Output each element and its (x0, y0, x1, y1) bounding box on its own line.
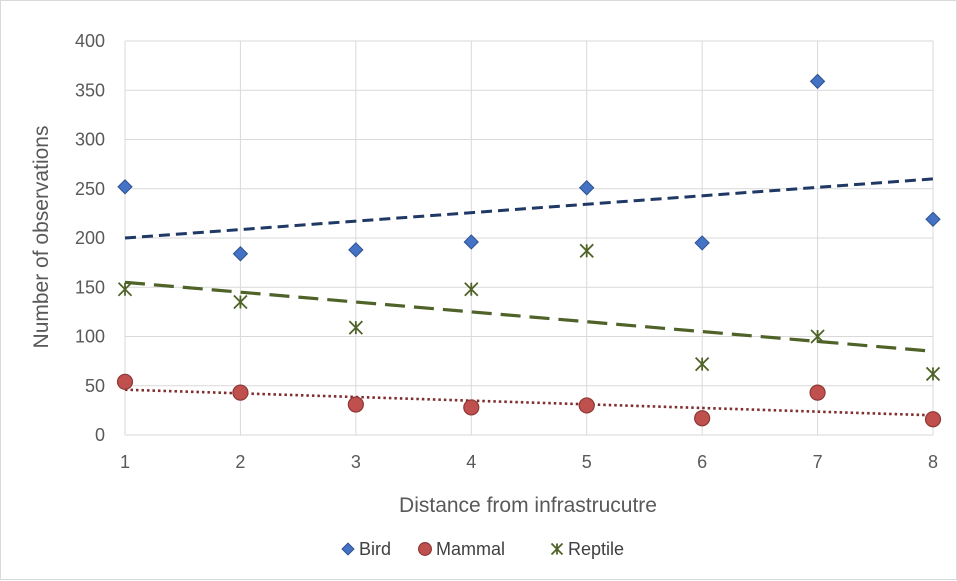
y-tick-label: 0 (95, 425, 105, 445)
reptile-point (810, 329, 825, 344)
y-tick-label: 200 (75, 228, 105, 248)
reptile-point (925, 366, 941, 382)
mammal-point (347, 396, 364, 413)
mammal-point (578, 397, 595, 414)
bird-point (117, 179, 133, 195)
bird-trendline (124, 177, 934, 240)
x-tick-label: 2 (235, 452, 245, 472)
mammal-point (232, 384, 249, 401)
x-tick-label: 6 (697, 452, 707, 472)
y-tick-label: 100 (75, 327, 105, 347)
x-tick-label: 1 (120, 452, 130, 472)
mammal-point (116, 373, 134, 390)
reptile-point (695, 356, 710, 372)
y-tick-label: 250 (75, 179, 105, 199)
mammal-point (924, 411, 942, 428)
legend: Bird Mammal Reptile (341, 539, 624, 559)
x-tick-label: 8 (928, 452, 938, 472)
reptile-point (464, 282, 479, 297)
reptile-point (117, 282, 133, 297)
bird-point (232, 246, 249, 262)
legend-marker-bird (341, 542, 355, 556)
legend-item-bird: Bird (341, 539, 391, 559)
legend-label-bird: Bird (359, 539, 391, 559)
legend-item-reptile: Reptile (550, 539, 624, 559)
y-tick-label: 50 (85, 376, 105, 396)
y-tick-label: 400 (75, 31, 105, 51)
bird-point (579, 180, 595, 196)
reptile-point (348, 320, 363, 335)
mammal-point (809, 384, 826, 401)
data-points (116, 73, 942, 428)
trendlines (124, 177, 934, 417)
y-axis-title: Number of observations (30, 126, 53, 349)
bird-point (694, 235, 710, 251)
bird-point (463, 234, 479, 250)
legend-label-mammal: Mammal (436, 539, 505, 559)
legend-item-mammal: Mammal (418, 539, 505, 559)
gridlines (124, 40, 934, 436)
bird-point (925, 211, 941, 227)
x-axis-title: Distance from infrastrucutre (399, 494, 657, 517)
reptile-point (233, 294, 248, 310)
reptile-trendline (124, 280, 934, 353)
legend-marker-reptile (550, 542, 564, 556)
legend-marker-mammal (418, 542, 432, 556)
x-tick-label: 5 (582, 452, 592, 472)
mammal-point (463, 399, 480, 416)
bird-point (348, 242, 364, 258)
x-tick-label: 3 (351, 452, 361, 472)
x-tick-label: 4 (466, 452, 476, 472)
legend-label-reptile: Reptile (568, 539, 624, 559)
y-tick-label: 350 (75, 80, 105, 100)
reptile-point (579, 243, 594, 258)
y-tick-label: 300 (75, 130, 105, 150)
y-tick-label: 150 (75, 277, 105, 297)
bird-point (809, 73, 826, 90)
x-tick-label: 7 (813, 452, 823, 472)
tick-labels: 0 50 100 150 200 250 300 350 400 1 2 3 4 5 6 7 8 (75, 31, 938, 472)
mammal-point (694, 410, 711, 427)
